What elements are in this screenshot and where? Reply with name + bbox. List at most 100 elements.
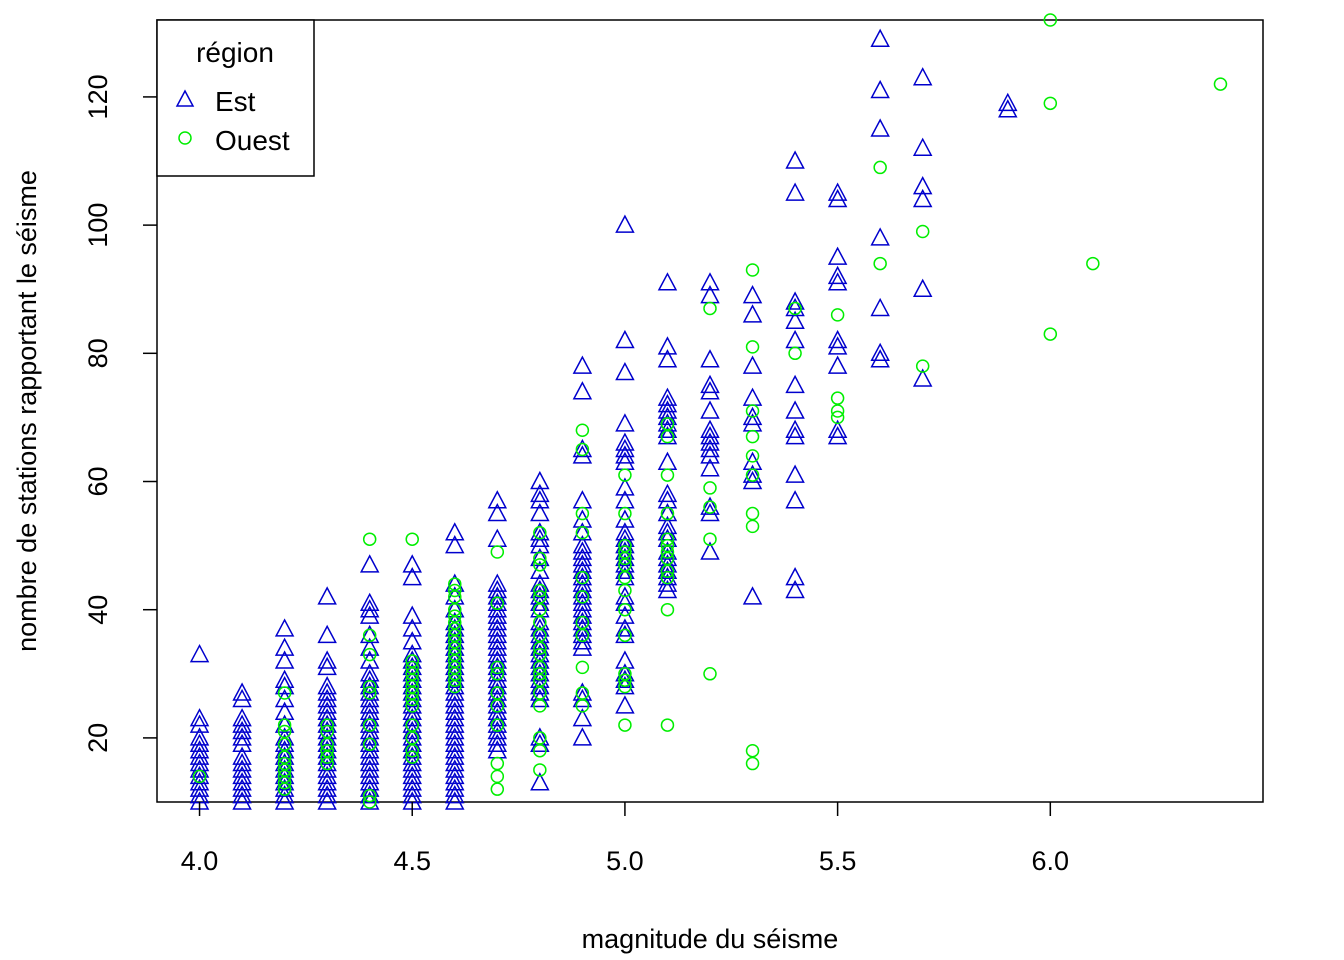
est-point	[657, 272, 678, 291]
est-point	[402, 631, 422, 650]
est-point	[530, 490, 550, 509]
est-point	[189, 772, 210, 791]
est-point	[232, 765, 252, 785]
est-point	[317, 676, 337, 695]
est-point	[530, 663, 550, 682]
est-point	[487, 733, 508, 753]
est-point	[274, 714, 295, 733]
est-point	[700, 496, 720, 515]
est-point	[742, 304, 763, 323]
ouest-point	[490, 667, 505, 681]
est-point	[445, 714, 465, 733]
est-point	[402, 688, 422, 708]
est-point	[445, 733, 465, 753]
est-point	[487, 727, 508, 746]
est-point	[445, 727, 465, 746]
ouest-point	[448, 628, 462, 643]
ouest-point	[915, 359, 930, 373]
est-point	[359, 759, 380, 778]
est-point	[572, 490, 593, 509]
est-point	[487, 740, 508, 759]
est-point	[189, 714, 210, 733]
ouest-point	[618, 468, 632, 482]
ouest-point	[660, 429, 675, 444]
ouest-point	[703, 481, 717, 495]
ouest-point	[618, 570, 632, 585]
ouest-point	[533, 673, 547, 687]
est-point	[615, 438, 635, 458]
ouest-point	[320, 743, 334, 758]
est-point	[274, 778, 295, 797]
ouest-point	[618, 679, 632, 694]
est-point	[232, 720, 252, 740]
ouest-point	[533, 641, 547, 655]
ouest-point	[277, 782, 292, 796]
ouest-point	[448, 590, 462, 604]
est-point	[445, 720, 465, 740]
ouest-point	[575, 526, 590, 540]
ouest-point	[277, 686, 292, 700]
plot-frame	[156, 19, 1264, 803]
est-point	[912, 176, 933, 195]
est-point	[274, 688, 295, 708]
ouest-point	[618, 551, 632, 566]
ouest-point	[362, 686, 377, 700]
ouest-point	[490, 756, 505, 771]
est-point	[487, 720, 508, 740]
y-tick-label: 120	[83, 74, 113, 119]
est-point	[657, 393, 678, 413]
est-point	[998, 92, 1018, 112]
est-point	[232, 759, 252, 778]
ouest-point	[448, 667, 462, 681]
est-point	[912, 278, 933, 297]
x-axis: 4.0 4.5 5.0 5.5 6.0	[181, 802, 1069, 876]
ouest-point	[320, 756, 334, 771]
est-point	[487, 605, 508, 624]
ouest-point	[362, 788, 377, 803]
ouest-point	[448, 602, 462, 617]
est-point	[274, 637, 295, 656]
est-point	[232, 772, 252, 791]
ouest-point	[830, 410, 845, 425]
ouest-point	[533, 647, 547, 662]
ouest-point	[533, 628, 547, 643]
ouest-point	[277, 737, 292, 752]
ouest-point	[745, 340, 760, 354]
est-point	[487, 573, 508, 592]
ouest-point	[320, 724, 334, 739]
est-point	[317, 752, 337, 772]
est-point	[402, 746, 422, 765]
est-point	[700, 400, 720, 419]
ouest-point	[448, 583, 462, 598]
est-point	[657, 349, 678, 368]
est-point	[317, 695, 337, 714]
y-tick-label: 60	[83, 466, 113, 496]
est-point	[700, 502, 720, 522]
ouest-point	[277, 769, 292, 784]
est-point	[742, 470, 763, 490]
ouest-point	[320, 750, 334, 764]
ouest-point	[405, 654, 419, 668]
est-point	[530, 592, 550, 612]
est-point	[487, 714, 508, 733]
ouest-point	[533, 660, 547, 675]
est-point	[657, 579, 678, 599]
ouest-point	[660, 545, 675, 559]
est-point	[827, 336, 848, 355]
ouest-point	[660, 551, 675, 566]
est-point	[359, 752, 380, 772]
est-point	[445, 535, 465, 554]
est-point	[317, 765, 337, 785]
est-point	[189, 740, 210, 759]
est-point	[530, 676, 550, 695]
est-point	[615, 490, 635, 509]
est-point	[359, 650, 380, 669]
ouest-point	[533, 686, 547, 700]
est-point	[657, 483, 678, 503]
est-point	[445, 740, 465, 759]
est-point	[657, 541, 678, 560]
est-point	[445, 522, 465, 541]
legend-triangle-marker	[175, 89, 195, 107]
est-point	[572, 637, 593, 656]
